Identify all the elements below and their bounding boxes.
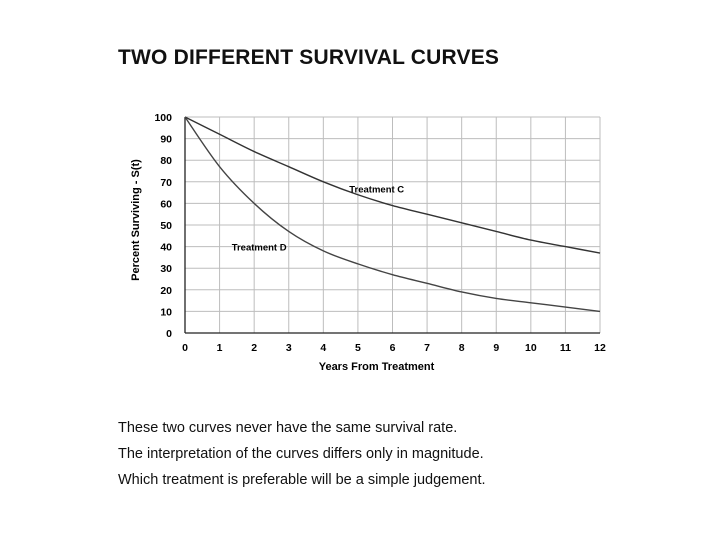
series-line-treatment-c [184, 116, 601, 254]
y-tick-label: 70 [160, 177, 172, 189]
y-tick-label: 10 [160, 306, 172, 318]
y-axis-label: Percent Surviving - S(t) [130, 159, 142, 281]
note-1: These two curves never have the same sur… [118, 420, 458, 436]
grid [184, 116, 601, 334]
y-tick-label: 20 [160, 285, 172, 297]
axes [184, 117, 600, 334]
y-tick-label: 40 [160, 242, 172, 254]
x-tick-label: 12 [594, 342, 606, 354]
y-tick-label: 100 [154, 112, 172, 124]
series-label-treatment-c: Treatment C [349, 184, 404, 195]
y-tick-label: 80 [160, 155, 172, 167]
series-label-treatment-d: Treatment D [232, 243, 287, 254]
x-tick-label: 9 [493, 342, 499, 354]
x-tick-label: 4 [320, 342, 326, 354]
note-2: The interpretation of the curves differs… [118, 446, 484, 462]
y-tick-label: 60 [160, 198, 172, 210]
chart-title: TWO DIFFERENT SURVIVAL CURVES [118, 46, 500, 69]
y-tick-label: 30 [160, 263, 172, 275]
x-tick-label: 3 [286, 342, 292, 354]
x-tick-label: 10 [525, 342, 537, 354]
x-tick-label: 7 [424, 342, 430, 354]
note-3: Which treatment is preferable will be a … [118, 472, 486, 488]
x-tick-label: 11 [560, 342, 571, 354]
series-line-treatment-d [184, 116, 601, 313]
x-tick-label: 8 [459, 342, 465, 354]
x-axis-label: Years From Treatment [319, 361, 435, 373]
y-tick-label: 0 [166, 328, 172, 340]
x-tick-label: 6 [390, 342, 396, 354]
x-tick-label: 2 [251, 342, 257, 354]
x-tick-label: 5 [355, 342, 361, 354]
x-tick-label: 1 [217, 342, 223, 354]
y-tick-label: 50 [160, 220, 172, 232]
series-lines [184, 116, 601, 313]
series-labels: Treatment C Treatment D [232, 184, 405, 253]
y-tick-label: 90 [160, 134, 172, 146]
x-tick-label: 0 [182, 342, 188, 354]
